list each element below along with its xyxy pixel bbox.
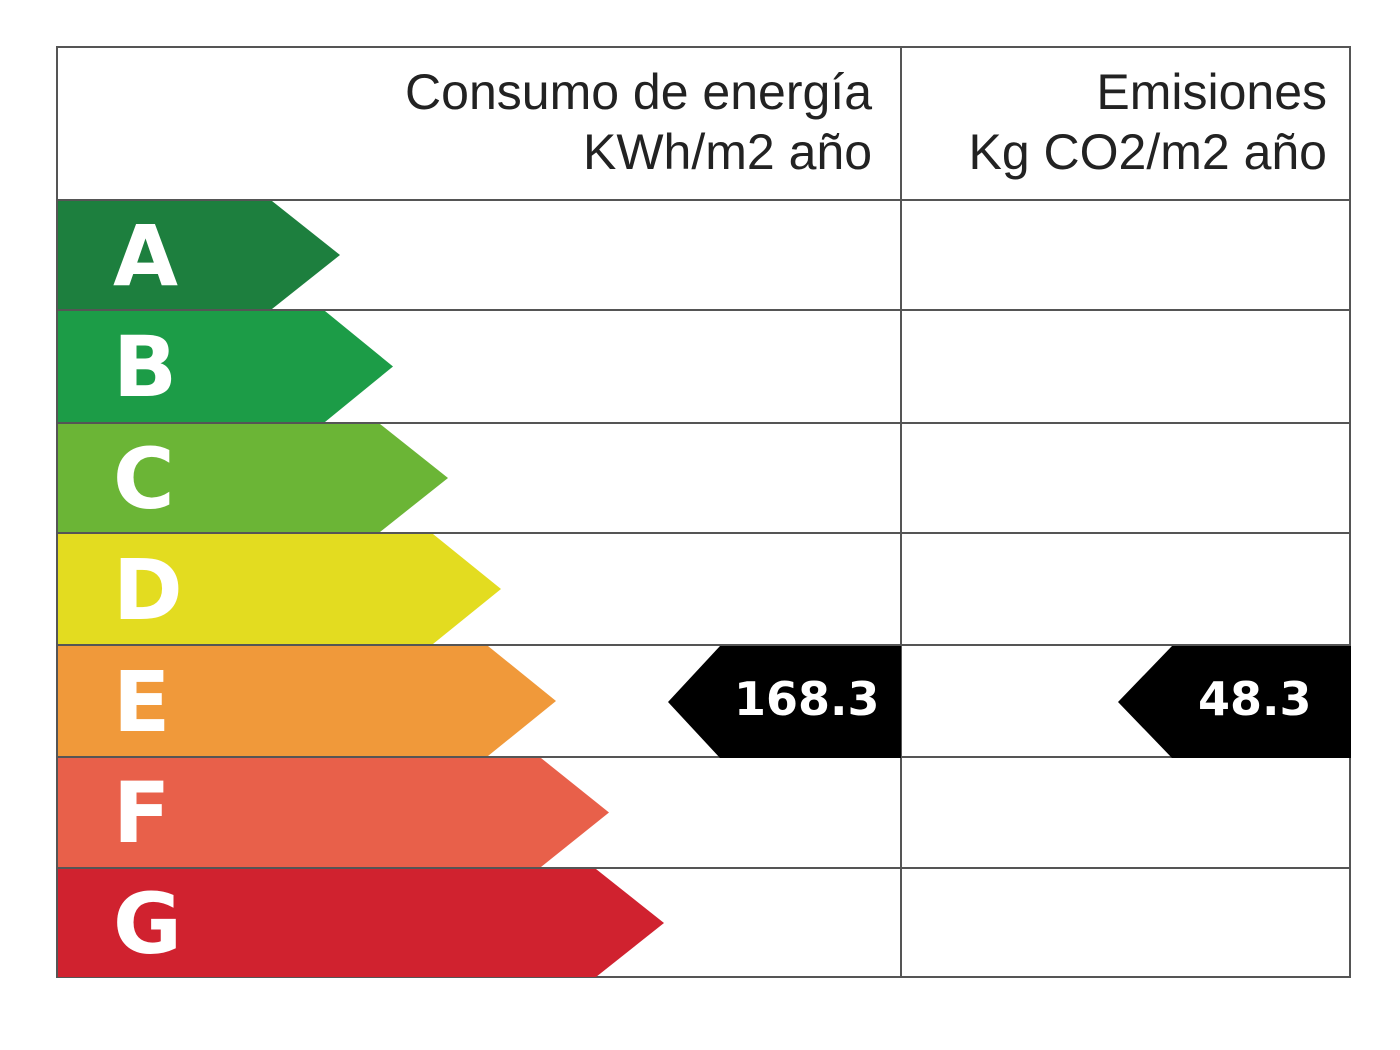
class-arrow-e bbox=[58, 646, 556, 756]
energy-header-title: Consumo de energía bbox=[405, 64, 872, 120]
class-arrow-c bbox=[58, 424, 448, 532]
class-arrow-f bbox=[58, 758, 609, 867]
column-divider bbox=[900, 46, 902, 978]
class-letter: E bbox=[113, 653, 171, 751]
energy-marker-shape bbox=[668, 646, 901, 758]
class-arrow-d bbox=[58, 534, 501, 644]
emissions-header-title: Emisiones bbox=[1096, 64, 1327, 120]
class-letter: D bbox=[113, 541, 183, 639]
class-letter: G bbox=[113, 875, 182, 973]
class-letter: F bbox=[113, 764, 171, 862]
emissions-header: Emisiones Kg CO2/m2 año bbox=[905, 62, 1327, 182]
class-letter: C bbox=[113, 430, 175, 528]
energy-rating-marker: 168.3 bbox=[668, 646, 901, 758]
class-arrow-a bbox=[58, 201, 340, 309]
class-arrow-g bbox=[58, 869, 664, 977]
emissions-rating-marker: 48.3 bbox=[1118, 646, 1351, 758]
row-divider bbox=[56, 199, 1351, 201]
row-divider bbox=[56, 644, 1351, 646]
energy-header-unit: KWh/m2 año bbox=[582, 124, 872, 180]
class-letter: B bbox=[113, 318, 178, 416]
row-divider bbox=[56, 867, 1351, 869]
class-arrow-b bbox=[58, 311, 393, 422]
row-divider bbox=[56, 532, 1351, 534]
class-letter: A bbox=[113, 207, 179, 305]
emissions-value: 48.3 bbox=[1198, 672, 1312, 726]
energy-header: Consumo de energía KWh/m2 año bbox=[100, 62, 872, 182]
row-divider bbox=[56, 309, 1351, 311]
energy-value: 168.3 bbox=[734, 672, 880, 726]
emissions-header-unit: Kg CO2/m2 año bbox=[968, 124, 1327, 180]
emissions-marker-shape bbox=[1118, 646, 1351, 758]
row-divider bbox=[56, 422, 1351, 424]
row-divider bbox=[56, 756, 1351, 758]
energy-label-frame bbox=[56, 46, 1351, 978]
